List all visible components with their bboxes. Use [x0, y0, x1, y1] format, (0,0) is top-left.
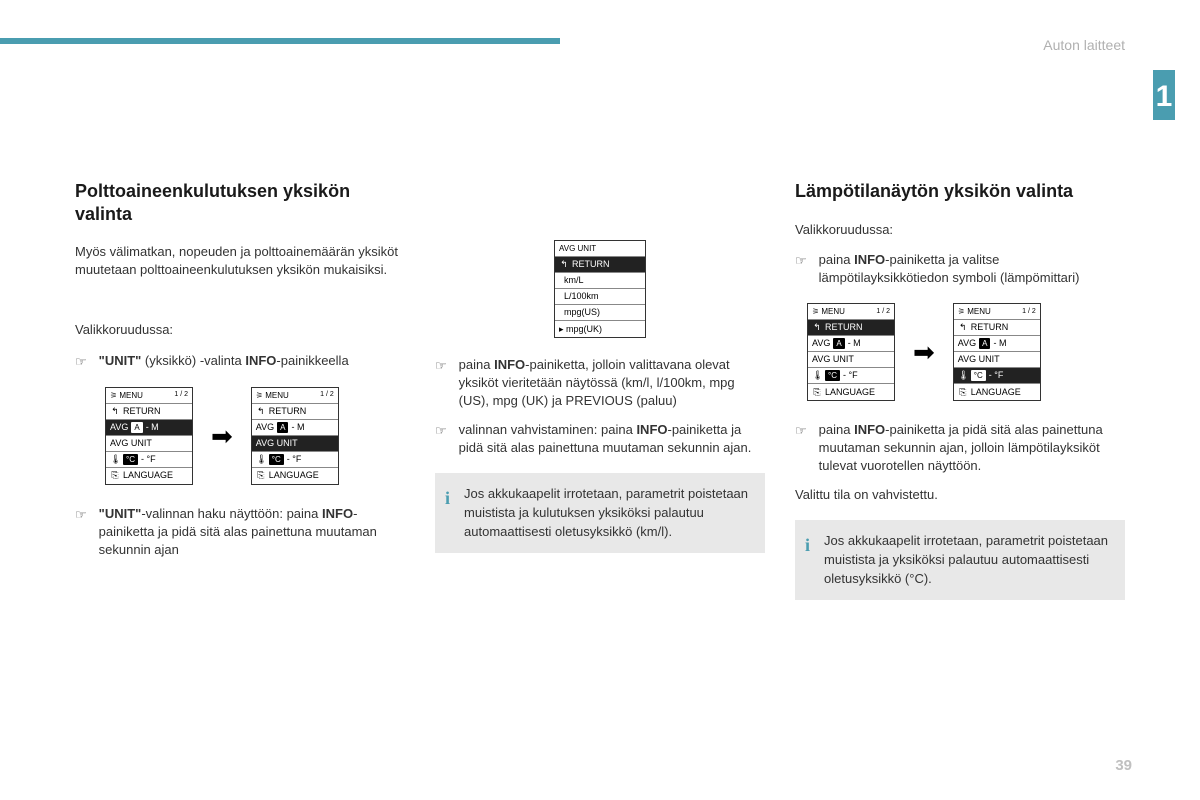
col2-info-text: Jos akkukaapelit irrotetaan, parametrit … — [464, 485, 751, 542]
pointer-icon: ☞ — [435, 356, 447, 411]
col1-bullet-1-text: "UNIT" (yksikkö) -valinta INFO-painikkee… — [99, 352, 405, 371]
col3-screens: ⚞ MENU1 / 2↰RETURNAVG A - MAVG UNIT🌡°C -… — [807, 303, 1125, 401]
pointer-icon: ☞ — [435, 421, 447, 457]
col1-bullet-2: ☞ "UNIT"-valinnan haku näyttöön: paina I… — [75, 505, 405, 560]
col3-info-box: i Jos akkukaapelit irrotetaan, parametri… — [795, 520, 1125, 601]
col3-bullet-1: ☞ paina INFO-painiketta ja valitse lämpö… — [795, 251, 1125, 287]
menu-screen-d: ⚞ MENU1 / 2↰RETURNAVG A - MAVG UNIT🌡°C -… — [953, 303, 1041, 401]
col3-bullet-2-text: paina INFO-painiketta ja pidä sitä alas … — [819, 421, 1125, 476]
pointer-icon: ☞ — [75, 352, 87, 371]
col3-menu-label: Valikkoruudussa: — [795, 221, 1125, 239]
col1-bullet-2-text: "UNIT"-valinnan haku näyttöön: paina INF… — [99, 505, 405, 560]
col3-bullet-1-text: paina INFO-painiketta ja valitse lämpöti… — [819, 251, 1125, 287]
col1-intro: Myös välimatkan, nopeuden ja polttoainem… — [75, 243, 405, 279]
col2-info-box: i Jos akkukaapelit irrotetaan, parametri… — [435, 473, 765, 554]
unit-screen: AVG UNIT↰RETURN km/L L/100km mpg(US)▸ mp… — [554, 240, 646, 338]
pointer-icon: ☞ — [795, 421, 807, 476]
info-icon: i — [805, 532, 810, 589]
info-icon: i — [445, 485, 450, 542]
col1-screens: ⚞ MENU1 / 2↰RETURNAVG A - MAVG UNIT🌡°C -… — [105, 387, 405, 485]
column-2: AVG UNIT↰RETURN km/L L/100km mpg(US)▸ mp… — [435, 180, 765, 600]
menu-screen-c: ⚞ MENU1 / 2↰RETURNAVG A - MAVG UNIT🌡°C -… — [807, 303, 895, 401]
col2-bullet-1-text: paina INFO-painiketta, jolloin valittava… — [459, 356, 765, 411]
pointer-icon: ☞ — [795, 251, 807, 287]
menu-screen-b: ⚞ MENU1 / 2↰RETURNAVG A - MAVG UNIT🌡°C -… — [251, 387, 339, 485]
col2-bullet-2: ☞ valinnan vahvistaminen: paina INFO-pai… — [435, 421, 765, 457]
col2-bullet-1: ☞ paina INFO-painiketta, jolloin valitta… — [435, 356, 765, 411]
page-number: 39 — [1115, 755, 1132, 776]
column-3: Lämpötilanäytön yksikön valinta Valikkor… — [795, 180, 1125, 600]
header-accent-bar — [0, 38, 560, 44]
col3-info-text: Jos akkukaapelit irrotetaan, parametrit … — [824, 532, 1111, 589]
col1-bullet-1: ☞ "UNIT" (yksikkö) -valinta INFO-painikk… — [75, 352, 405, 371]
col3-bullet-2: ☞ paina INFO-painiketta ja pidä sitä ala… — [795, 421, 1125, 476]
arrow-icon: ➡ — [211, 418, 233, 454]
arrow-icon: ➡ — [913, 334, 935, 370]
col1-menu-label: Valikkoruudussa: — [75, 321, 405, 339]
col3-heading: Lämpötilanäytön yksikön valinta — [795, 180, 1125, 203]
col3-confirm: Valittu tila on vahvistettu. — [795, 486, 1125, 504]
col1-heading: Polttoaineenkulutuksen yksikön valinta — [75, 180, 405, 225]
chapter-tab: 1 — [1153, 70, 1175, 120]
menu-screen-a: ⚞ MENU1 / 2↰RETURNAVG A - MAVG UNIT🌡°C -… — [105, 387, 193, 485]
pointer-icon: ☞ — [75, 505, 87, 560]
section-label: Auton laitteet — [1043, 36, 1125, 56]
col2-bullet-2-text: valinnan vahvistaminen: paina INFO-paini… — [459, 421, 765, 457]
content-columns: Polttoaineenkulutuksen yksikön valinta M… — [75, 180, 1125, 600]
column-1: Polttoaineenkulutuksen yksikön valinta M… — [75, 180, 405, 600]
